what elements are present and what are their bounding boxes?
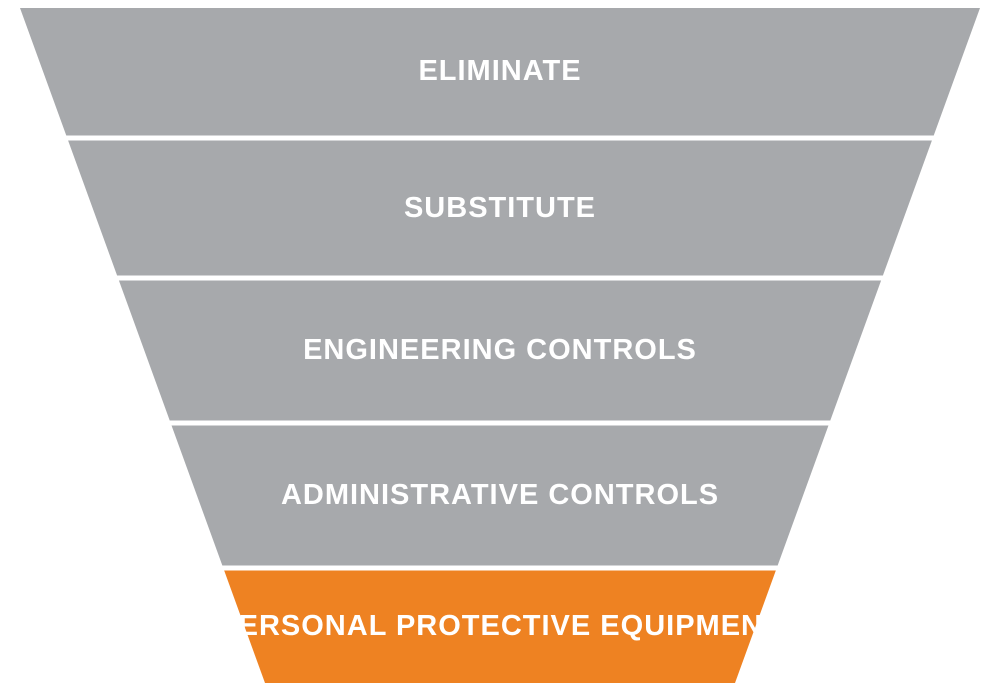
funnel-level-1 bbox=[68, 141, 932, 276]
funnel-level-0 bbox=[20, 8, 980, 136]
funnel: ELIMINATESUBSTITUTEENGINEERING CONTROLSA… bbox=[20, 8, 980, 683]
funnel-level-3 bbox=[172, 426, 829, 566]
funnel-level-2 bbox=[119, 281, 881, 421]
funnel-svg bbox=[20, 8, 980, 683]
funnel-level-4 bbox=[224, 571, 776, 684]
